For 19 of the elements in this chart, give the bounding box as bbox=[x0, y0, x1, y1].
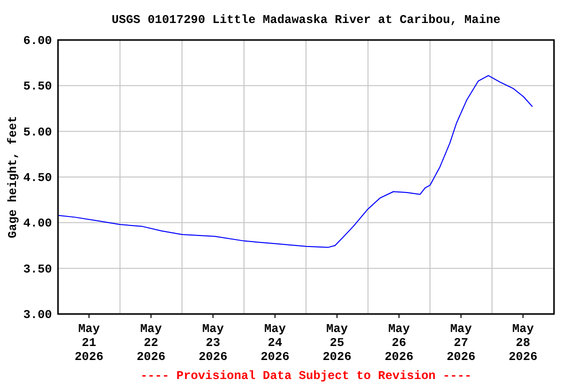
y-tick-label: 4.00 bbox=[23, 216, 52, 231]
y-tick-label: 3.00 bbox=[23, 308, 52, 322]
y-axis-title: Gage height, feet bbox=[6, 116, 20, 238]
x-tick-label: May 26 2026 bbox=[384, 322, 414, 364]
y-tick-label: 3.50 bbox=[23, 262, 52, 276]
x-tick-label: May 24 2026 bbox=[260, 322, 290, 364]
x-tick-label: May 28 2026 bbox=[508, 322, 538, 364]
x-tick-label: May 23 2026 bbox=[198, 322, 228, 364]
y-tick-label: 4.50 bbox=[23, 171, 52, 185]
y-tick-label: 5.00 bbox=[23, 125, 52, 140]
line-series bbox=[58, 75, 533, 248]
x-tick-label: May 27 2026 bbox=[446, 322, 476, 364]
text: ---- Provisional Data Subject to Revision ---- bbox=[140, 369, 472, 383]
x-tick-label: May 25 2026 bbox=[322, 322, 352, 364]
chart-title: USGS 01017290 Little Madawaska River at Caribou, Maine bbox=[112, 13, 500, 27]
x-tick-label: May 21 2026 bbox=[74, 322, 104, 364]
y-tick-label: 5.50 bbox=[23, 80, 52, 94]
x-tick-label: May 22 2026 bbox=[136, 322, 166, 364]
y-tick-label: 6.00 bbox=[23, 34, 52, 48]
